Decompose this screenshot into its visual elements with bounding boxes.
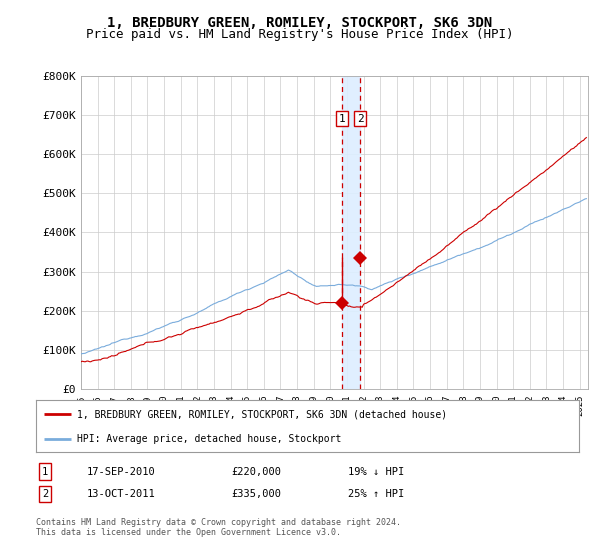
Text: Contains HM Land Registry data © Crown copyright and database right 2024.
This d: Contains HM Land Registry data © Crown c… (36, 518, 401, 538)
Text: £335,000: £335,000 (231, 489, 281, 499)
Text: 1, BREDBURY GREEN, ROMILEY, STOCKPORT, SK6 3DN (detached house): 1, BREDBURY GREEN, ROMILEY, STOCKPORT, S… (77, 409, 447, 419)
Text: 25% ↑ HPI: 25% ↑ HPI (348, 489, 404, 499)
Text: 19% ↓ HPI: 19% ↓ HPI (348, 466, 404, 477)
Text: 1: 1 (42, 466, 48, 477)
Text: 1, BREDBURY GREEN, ROMILEY, STOCKPORT, SK6 3DN: 1, BREDBURY GREEN, ROMILEY, STOCKPORT, S… (107, 16, 493, 30)
Text: HPI: Average price, detached house, Stockport: HPI: Average price, detached house, Stoc… (77, 434, 341, 444)
Text: Price paid vs. HM Land Registry's House Price Index (HPI): Price paid vs. HM Land Registry's House … (86, 28, 514, 41)
Text: 1: 1 (339, 114, 346, 124)
Text: £220,000: £220,000 (231, 466, 281, 477)
Text: 17-SEP-2010: 17-SEP-2010 (87, 466, 156, 477)
Text: 2: 2 (357, 114, 364, 124)
Text: 13-OCT-2011: 13-OCT-2011 (87, 489, 156, 499)
Text: 2: 2 (42, 489, 48, 499)
Bar (342, 76, 360, 389)
